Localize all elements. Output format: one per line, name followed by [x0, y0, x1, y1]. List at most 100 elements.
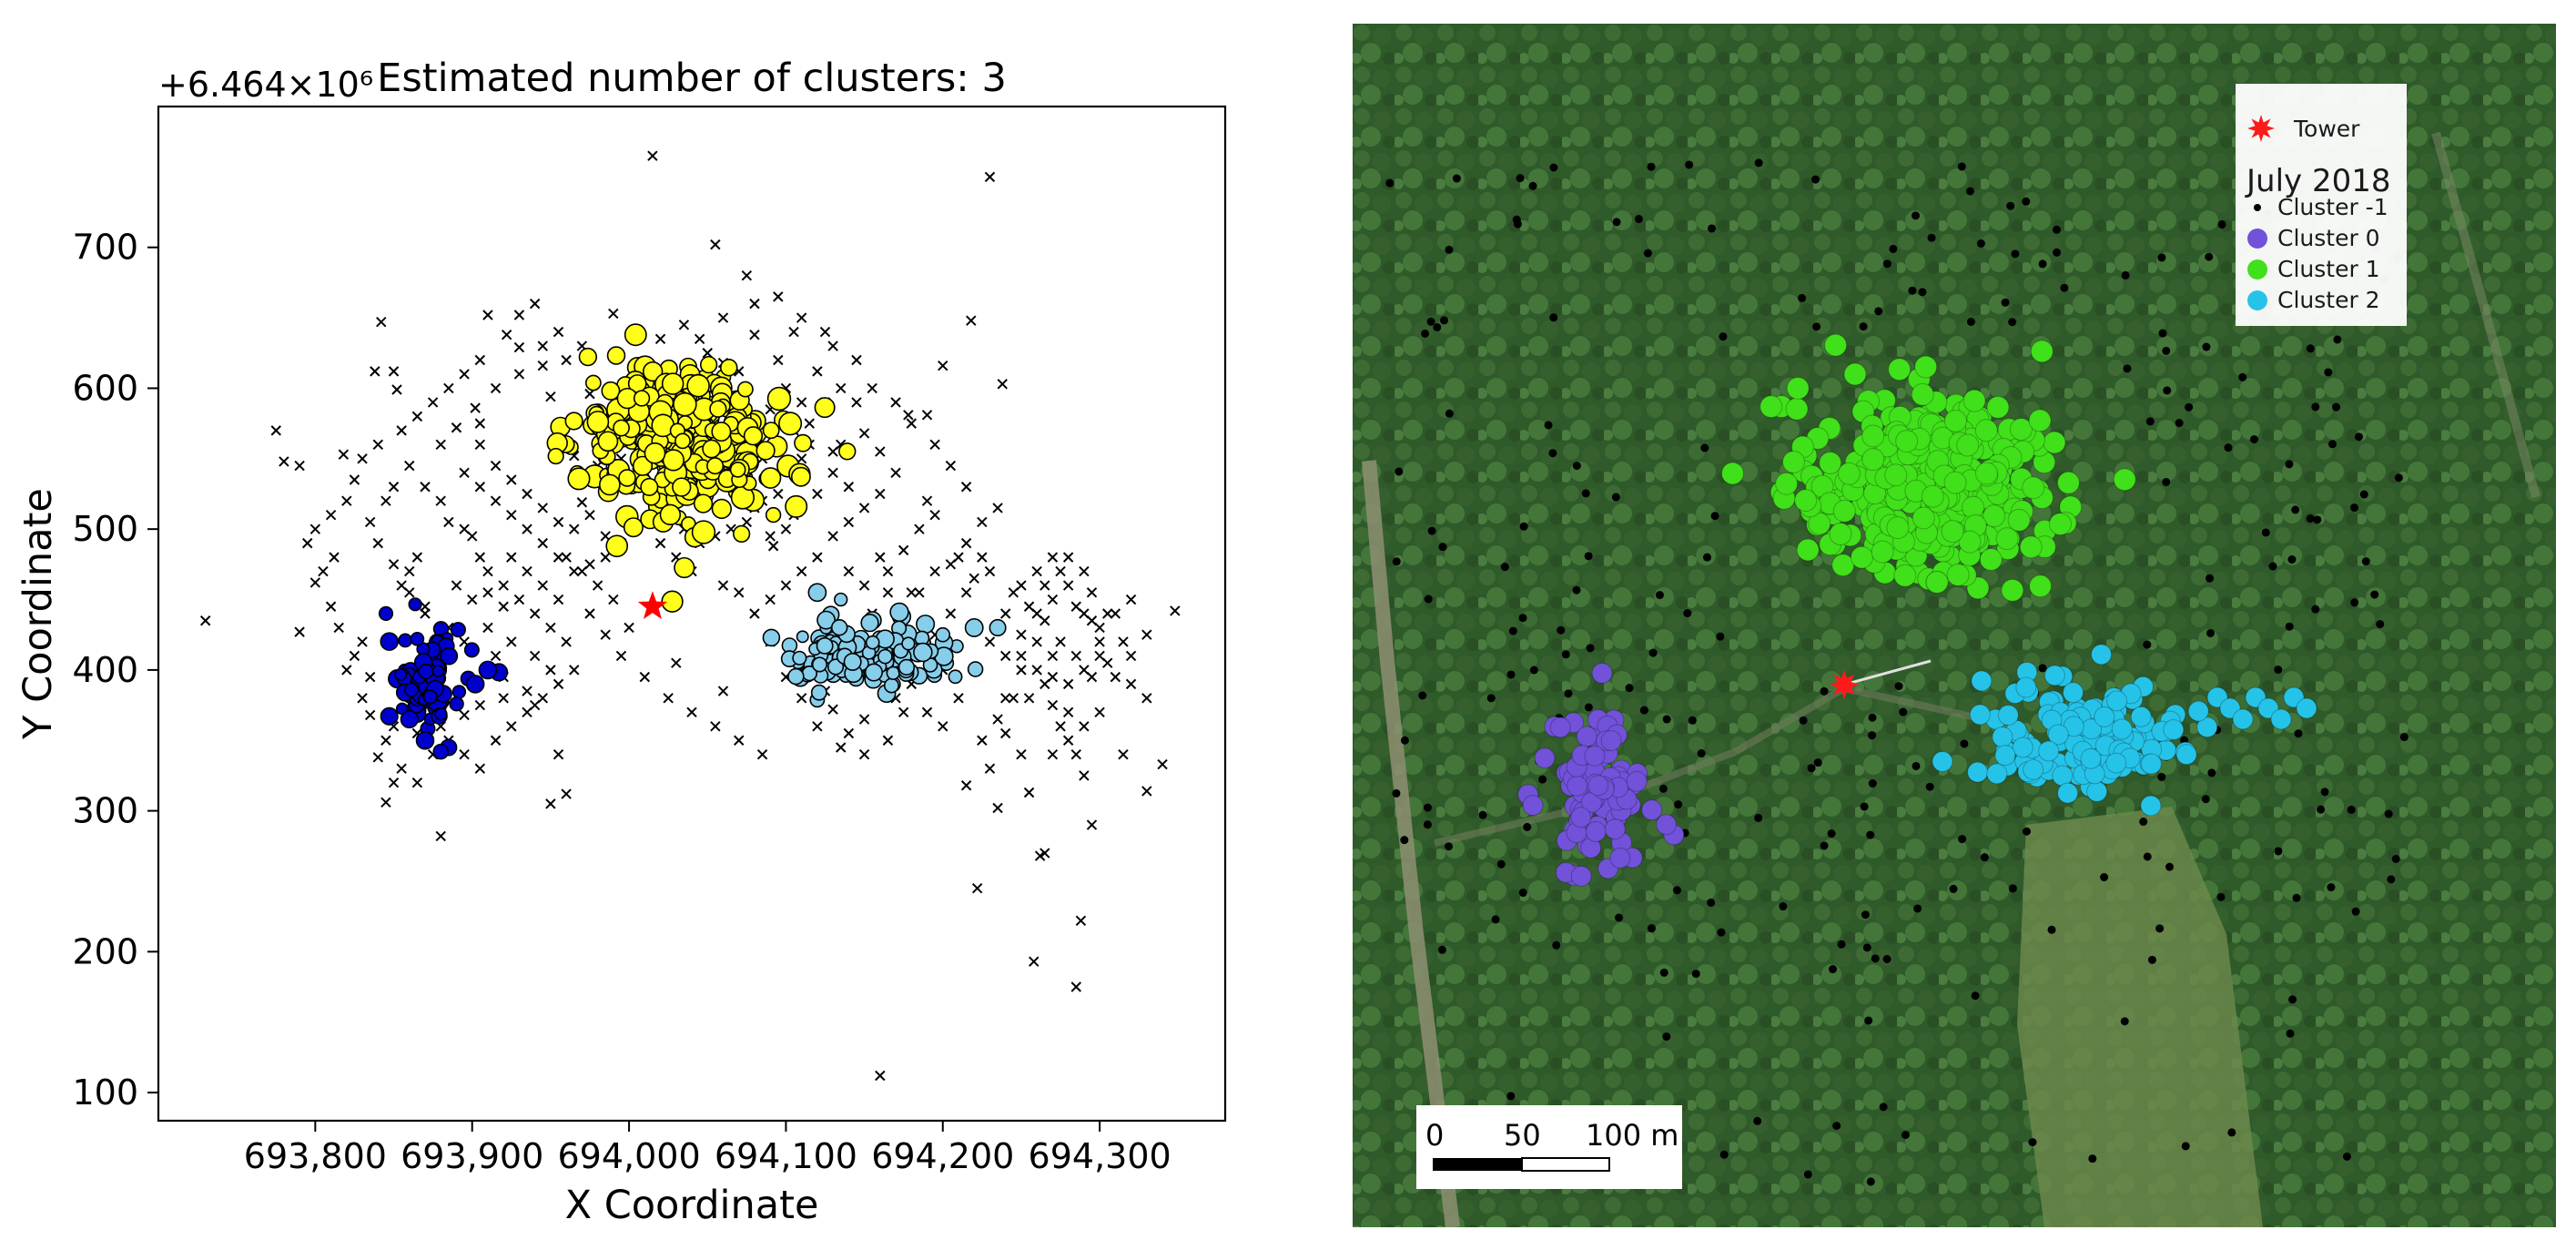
map-noise-point	[1394, 467, 1404, 476]
noise-point	[812, 488, 823, 500]
noise-point-stroke	[858, 714, 870, 725]
noise-point	[647, 150, 658, 161]
noise-point	[522, 686, 532, 696]
map-noise-point	[2306, 344, 2315, 353]
cluster-2-point	[834, 592, 848, 607]
noise-point	[971, 883, 983, 894]
y-tick-label: 600	[72, 368, 138, 408]
noise-point-stroke	[702, 348, 713, 359]
map-cluster-1-point	[1958, 530, 1982, 554]
scale-bar-box	[1416, 1105, 1682, 1189]
noise-point	[929, 439, 940, 451]
noise-point	[1094, 706, 1105, 718]
noise-point	[875, 488, 886, 500]
cluster-2-point	[792, 650, 807, 666]
noise-point-stroke	[749, 298, 760, 310]
x-axis-label: X Coordinate	[565, 1183, 819, 1228]
noise-point	[1016, 650, 1027, 662]
noise-point-stroke	[294, 460, 305, 472]
map-cluster-1-point	[2007, 508, 2031, 532]
map-noise-point	[1717, 928, 1726, 937]
noise-point	[984, 763, 996, 774]
noise-point	[851, 397, 862, 408]
cluster-0-point	[440, 646, 459, 666]
map-noise-point	[2361, 557, 2370, 566]
cluster-2-point	[865, 635, 880, 650]
noise-point-stroke	[474, 439, 486, 451]
noise-point-stroke	[717, 580, 729, 591]
y-tick-label: 500	[72, 509, 138, 549]
noise-point-stroke	[513, 369, 525, 380]
cluster-1-point	[567, 467, 591, 491]
map-noise-point	[1572, 462, 1581, 471]
noise-point-stroke	[325, 509, 337, 521]
noise-point	[584, 559, 595, 570]
noise-point-stroke	[654, 333, 666, 344]
noise-point	[466, 531, 478, 542]
map-noise-point	[2216, 892, 2226, 901]
map-noise-point	[2285, 622, 2294, 631]
noise-point-stroke	[411, 777, 423, 788]
y-tick-label: 100	[72, 1072, 138, 1113]
map-cluster-2-point	[2196, 716, 2218, 738]
noise-point-stroke	[600, 552, 611, 563]
noise-point	[349, 650, 360, 662]
noise-point-stroke	[553, 749, 564, 760]
noise-point	[482, 565, 493, 577]
noise-point	[388, 482, 400, 493]
noise-point-stroke	[624, 622, 634, 634]
noise-point-stroke	[506, 552, 517, 563]
map-cluster-2-point	[2105, 752, 2127, 774]
noise-point	[1079, 608, 1090, 619]
map-noise-point	[1691, 970, 1700, 979]
legend-marker	[2254, 204, 2261, 211]
noise-point-stroke	[966, 315, 977, 326]
map-noise-point	[1544, 421, 1553, 430]
map-noise-point	[2394, 473, 2403, 483]
noise-point-stroke	[875, 446, 886, 457]
noise-point-stroke	[584, 608, 595, 619]
noise-point	[717, 312, 729, 323]
noise-point-stroke	[903, 410, 914, 421]
noise-point	[945, 559, 957, 570]
noise-point-stroke	[1094, 622, 1105, 634]
cluster-2-point	[948, 669, 963, 685]
noise-point-stroke	[474, 763, 486, 774]
map-cluster-2-point	[2057, 782, 2079, 804]
forest-road	[1362, 460, 1460, 1227]
map-noise-point	[1400, 836, 1409, 845]
map-noise-point	[2143, 640, 2152, 649]
map-noise-point	[2332, 402, 2341, 412]
noise-point-stroke	[733, 735, 745, 746]
noise-point	[890, 397, 901, 408]
noise-point-stroke	[506, 509, 517, 521]
noise-point-stroke	[1070, 981, 1081, 992]
noise-point	[836, 382, 847, 394]
noise-point	[875, 1070, 886, 1082]
noise-point	[309, 577, 321, 588]
map-noise-point	[1643, 249, 1652, 258]
map-noise-point	[2351, 907, 2360, 916]
noise-point	[592, 580, 603, 591]
noise-point	[466, 594, 478, 605]
noise-point-stroke	[867, 382, 877, 394]
map-noise-point	[1702, 553, 1711, 562]
noise-point	[812, 366, 823, 377]
map-noise-point	[1584, 552, 1593, 561]
noise-point	[654, 537, 666, 549]
map-noise-point	[1615, 913, 1624, 922]
map-cluster-2-point	[1986, 763, 2008, 785]
noise-point-stroke	[364, 709, 376, 721]
plot-layer	[199, 150, 1181, 1082]
cluster-0-point	[451, 685, 467, 699]
noise-point-stroke	[459, 523, 470, 534]
map-noise-point	[2311, 402, 2320, 412]
map-points	[1385, 158, 2409, 1186]
map-noise-point	[1552, 940, 1561, 950]
noise-point-stroke	[474, 699, 486, 711]
noise-point-stroke	[1079, 608, 1090, 619]
map-cluster-1-point	[1824, 333, 1848, 357]
noise-point-stroke	[388, 482, 400, 493]
noise-point-stroke	[1047, 650, 1059, 662]
noise-point	[1062, 706, 1074, 718]
